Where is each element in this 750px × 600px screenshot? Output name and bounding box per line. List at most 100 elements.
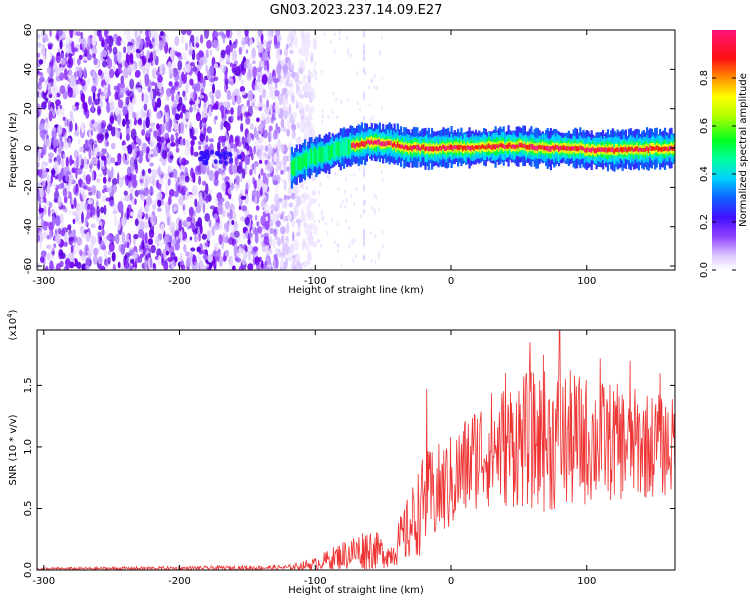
spectrogram-cell [255,179,262,192]
spectrogram-cell [296,120,300,130]
spectrogram-cell [202,57,208,64]
spectrogram-cell [348,244,351,249]
spectrogram-cell [143,119,146,131]
spectrogram-cell [234,88,240,97]
spectrogram-cell [373,74,376,79]
spectrogram-cell [178,195,184,206]
spectrogram-cell [225,122,231,132]
spectrogram-cell [37,109,40,119]
spectrogram-cell [243,250,248,260]
spectrogram-cell [112,46,118,56]
spectrogram-cell [101,195,107,203]
spectrogram-cell [47,76,51,84]
spectrogram-cell [174,242,180,251]
spectrogram-cell [147,168,152,174]
spectrogram-cell [128,101,133,113]
spectrogram-cell [96,205,100,218]
spectrogram-cell [264,265,271,270]
spectrogram-cell [184,238,190,243]
spectrogram-cell [276,237,282,247]
spectrogram-cell [179,121,184,134]
spectrogram-cell [96,151,101,156]
spectrogram-cell [173,203,179,211]
spectrogram-cell [273,34,278,46]
spectrogram-cell [321,114,324,119]
spectrogram-cell [48,244,55,252]
spectrogram-ridge-cell [432,146,435,152]
spectrogram-cell [177,60,183,71]
spectrogram-cell [227,212,230,218]
spectrogram-cell [168,68,174,78]
spectrogram-cell [299,94,305,99]
spectrogram-cell [378,206,381,211]
spectrogram-cell [139,150,143,157]
colorbar-tick-label: 0.0 [699,262,710,278]
spectrogram-cell [134,189,139,197]
spectrogram-cell [218,31,225,36]
spectrogram-cell [274,193,280,206]
colorbar: 0.0 0.2 0.4 0.6 0.8 Normalized spectral ampl… [699,30,749,278]
spectrogram-cell [101,148,107,155]
spectrogram-cell [57,124,63,136]
spectrogram-ridge-cell [628,146,631,152]
spectrogram-cell [304,228,310,234]
spectrogram-cell [77,58,81,66]
spectrogram-cell [145,38,151,46]
spectrogram-ridge-cell [349,138,352,154]
spectrogram-cell [71,235,78,243]
spectrogram-cell [129,249,134,256]
spectrogram-cell [113,85,118,91]
spectrogram-cell [358,167,361,172]
y-tick-label: 0.0 [23,562,34,578]
spectrogram-cell [151,97,156,108]
spectrogram-cell [68,251,75,260]
spectrogram-cell [222,36,226,44]
spectrogram-cell [67,86,73,98]
spectrogram-cell [79,201,86,213]
spectrogram-cell [143,187,149,197]
spectrogram-cell [218,154,223,160]
spectrogram-cell [80,226,84,231]
spectrogram-cell [236,94,242,105]
spectrogram-ridge-cell [308,148,311,168]
spectrogram-cell [270,203,276,212]
y-tick-label: -20 [23,179,34,195]
spectrogram-ridge-cell [528,144,531,150]
spectrogram-cell [256,67,263,73]
spectrogram-cell [185,251,190,257]
spectrogram-cell [198,233,202,242]
spectrogram-cell [89,204,95,216]
spectrogram-cell [194,198,198,208]
spectrogram-cell [302,84,307,93]
spectrogram-cell [101,39,105,48]
spectrogram-cell [138,228,145,239]
spectrogram-cell [229,39,232,47]
spectrogram-cell [142,248,146,256]
spectrogram-cell [145,116,150,129]
spectrogram-cell [48,157,53,164]
spectrogram-cell [204,213,210,222]
spectrogram-cell [302,246,305,250]
spectrogram-ridge-cell [388,141,391,146]
spectrogram-cell [309,71,313,79]
spectrogram-cell [43,205,47,216]
spectrogram-cell [97,256,103,265]
spectrogram-cell [82,193,87,201]
spectrogram-cell [265,116,270,125]
x-tick-label: -100 [304,576,327,587]
spectrogram-cell [46,66,52,74]
spectrogram-cell [62,90,68,100]
spectrogram-cell [226,89,232,101]
spectrogram-cell [290,79,294,90]
spectrogram-cell [253,145,256,155]
spectrogram-cell [129,187,134,194]
spectrogram-ridge-cell [437,147,440,152]
spectrogram-cell [114,234,120,244]
colorbar-ticks: 0.0 0.2 0.4 0.6 0.8 [699,70,736,278]
spectrogram-cell [155,227,159,239]
spectrogram-cell [202,77,206,88]
spectrogram-ridge-cell [458,144,461,151]
spectrogram-ridge-cell [501,143,504,148]
spectrogram-cell [143,93,149,104]
